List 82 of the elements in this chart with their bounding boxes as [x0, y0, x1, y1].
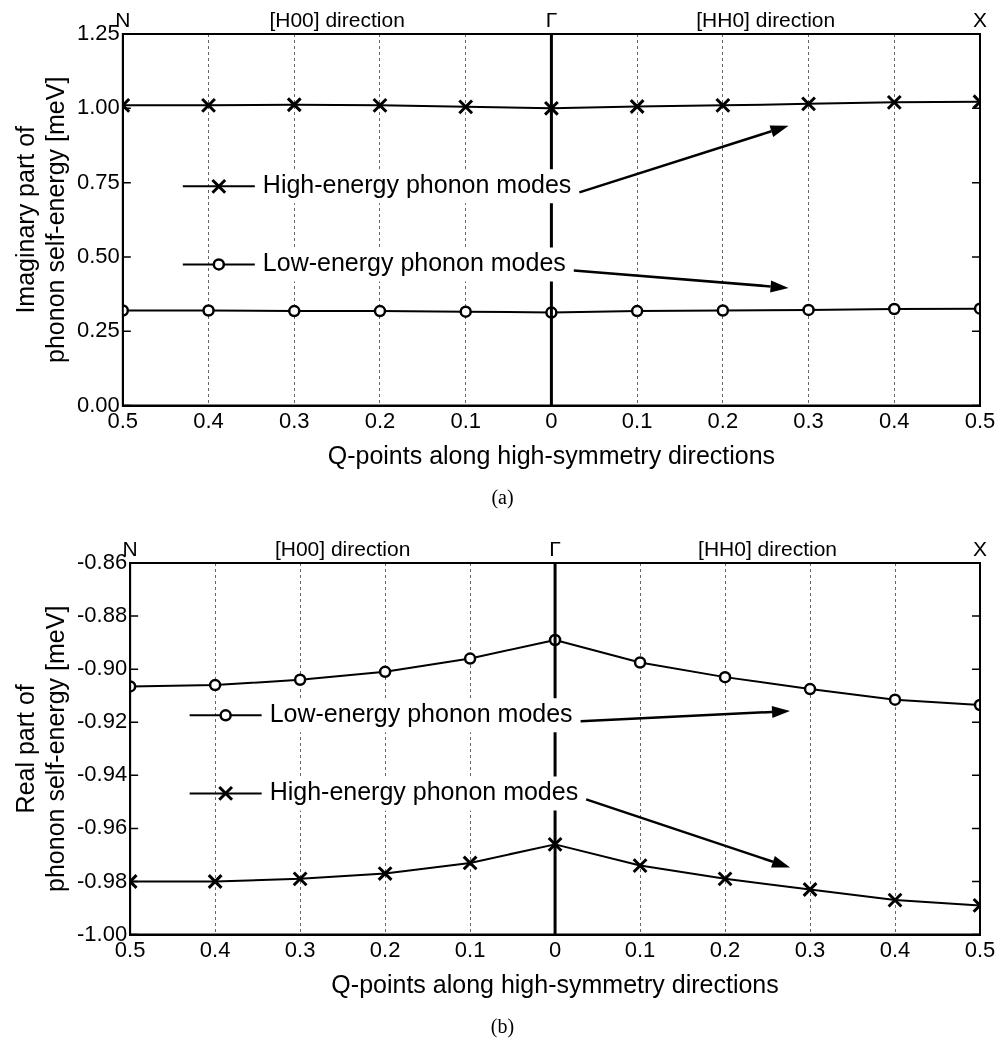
- point: [717, 871, 733, 887]
- point: [208, 678, 222, 692]
- x-tick-label: 0.5: [964, 936, 996, 962]
- x-tick-label: 0.2: [364, 407, 396, 433]
- point: [803, 682, 817, 696]
- point: [547, 836, 563, 853]
- x-tick-label: 0.1: [621, 407, 653, 433]
- text: [HH0] direction: [696, 8, 836, 32]
- point: [888, 302, 901, 316]
- x-tick-label: 0.3: [284, 936, 316, 962]
- text: [H00] direction: [269, 8, 405, 32]
- x-tick-label: 0.4: [199, 936, 231, 962]
- x-axis-title: Q-points along high-symmetry directions: [331, 969, 779, 998]
- point: [372, 97, 388, 114]
- y-tick-label: 0.75: [76, 168, 120, 194]
- text: (a): [490, 486, 515, 509]
- y-tick-label: -0.98: [76, 867, 128, 893]
- point: [286, 96, 303, 113]
- y-axis-title: Real part of phonon self-energy [meV]: [10, 605, 69, 892]
- x-tick-label: 0.5: [964, 407, 996, 433]
- point: [630, 304, 644, 318]
- point: [200, 97, 217, 114]
- x-tick-label: 0.3: [278, 407, 310, 433]
- text: (b): [489, 1015, 516, 1038]
- point: [802, 881, 818, 898]
- point: [714, 97, 731, 114]
- legend-label: High-energy phonon modes: [269, 777, 579, 806]
- x-tick-label: 0.1: [450, 407, 481, 433]
- point: [888, 693, 902, 706]
- x-tick-label: 0.3: [794, 936, 826, 962]
- x-tick-label: 0.3: [793, 407, 824, 433]
- x-tick-label: 0: [548, 936, 562, 962]
- point: [716, 304, 730, 317]
- x-axis-title: Q-points along high-symmetry directions: [327, 440, 776, 469]
- point: [629, 98, 645, 115]
- y-tick-label: -0.94: [76, 761, 128, 787]
- x-tick-label: 0.4: [879, 936, 911, 962]
- point: [288, 304, 301, 318]
- point: [377, 865, 393, 882]
- point: [633, 656, 647, 669]
- point: [802, 303, 815, 317]
- text: X: [972, 8, 988, 32]
- point: [887, 892, 903, 908]
- x-tick-label: 0.2: [709, 936, 741, 962]
- point: [292, 871, 308, 887]
- point: [207, 873, 223, 890]
- y-tick-label: -0.90: [76, 655, 128, 681]
- text: Γ: [549, 537, 561, 561]
- x-tick-label: 0.4: [193, 407, 224, 433]
- x-tick-label: 0.2: [707, 407, 739, 433]
- legend-label: Low-energy phonon modes: [262, 248, 566, 277]
- y-tick-label: 0.25: [76, 317, 120, 343]
- y-tick-label: -0.96: [76, 814, 128, 840]
- point: [373, 304, 387, 318]
- point: [718, 670, 732, 684]
- text: [HH0] direction: [698, 537, 837, 561]
- y-tick-label: 0.50: [76, 243, 120, 269]
- y-tick-label: -0.92: [76, 708, 128, 734]
- text: [H00] direction: [274, 537, 411, 561]
- point: [462, 855, 478, 871]
- point: [459, 305, 472, 318]
- x-tick-label: 0.2: [369, 936, 401, 962]
- point: [632, 857, 648, 874]
- text: X: [972, 537, 988, 561]
- text: Γ: [545, 8, 558, 32]
- x-tick-label: 0.4: [878, 407, 910, 433]
- x-tick-label: 0.1: [624, 936, 656, 962]
- point: [886, 94, 903, 111]
- point: [293, 673, 307, 687]
- point: [800, 96, 817, 112]
- y-tick-label: -0.88: [76, 602, 128, 628]
- point: [463, 652, 477, 665]
- point: [457, 98, 474, 115]
- y-axis-title: Imaginary part of phonon self-energy [meV]: [10, 76, 69, 363]
- x-tick-label: 0: [545, 407, 558, 433]
- y-tick-label: 1.00: [76, 94, 120, 120]
- x-tick-label: 0.1: [454, 936, 486, 962]
- legend-label: Low-energy phonon modes: [269, 699, 573, 728]
- point: [543, 100, 560, 117]
- point: [378, 665, 392, 679]
- point: [202, 304, 215, 317]
- legend-label: High-energy phonon modes: [262, 170, 572, 199]
